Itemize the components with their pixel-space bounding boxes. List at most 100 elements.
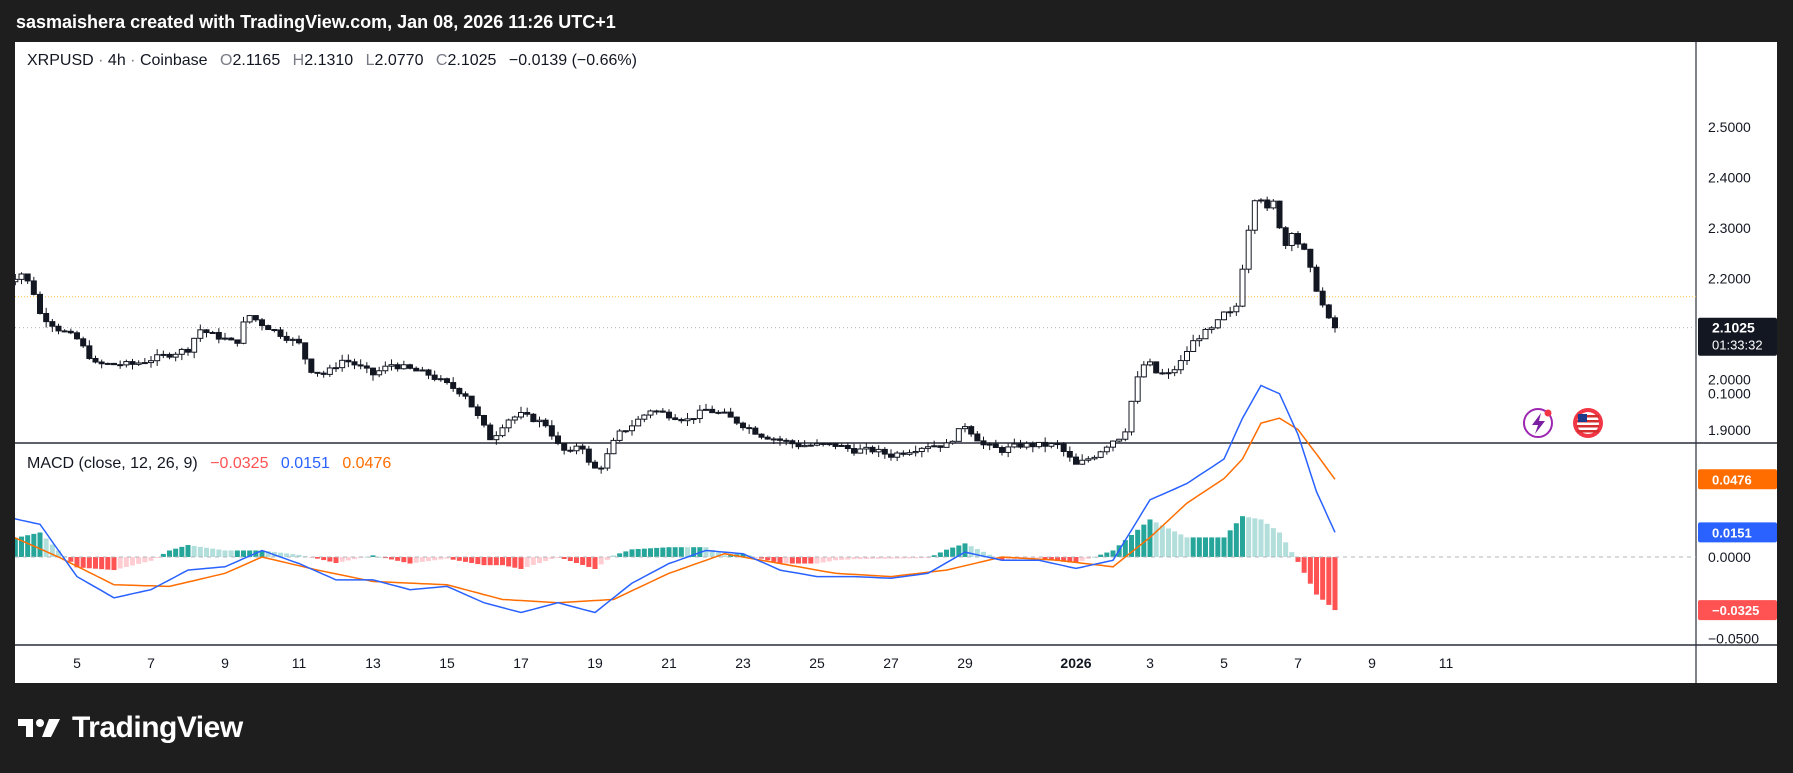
candle-body bbox=[955, 428, 962, 442]
macd-histogram-bar bbox=[370, 555, 376, 557]
macd-histogram-bar bbox=[56, 550, 61, 557]
candle-body bbox=[43, 312, 50, 323]
time-tick-label: 5 bbox=[1220, 655, 1228, 671]
candle-body bbox=[980, 440, 987, 446]
macd-histogram-bar bbox=[475, 557, 481, 565]
candle-body bbox=[1251, 200, 1258, 231]
macd-histogram-bar bbox=[1190, 537, 1196, 557]
macd-histogram-bar bbox=[234, 550, 240, 557]
macd-histogram-bar bbox=[722, 555, 727, 557]
macd-histogram-bar bbox=[185, 545, 191, 557]
macd-histogram-bar bbox=[666, 547, 672, 557]
us-flag-event-icon[interactable] bbox=[1573, 408, 1603, 438]
tradingview-logo[interactable]: TradingView bbox=[18, 708, 243, 748]
candle-body bbox=[1116, 438, 1123, 442]
macd-histogram-bar bbox=[154, 557, 160, 558]
legend-low-label: L bbox=[365, 52, 375, 69]
candle-body bbox=[209, 331, 216, 334]
macd-histogram-bar bbox=[771, 557, 777, 562]
candle-body bbox=[80, 338, 87, 347]
macd-histogram-bar bbox=[86, 557, 92, 569]
candle-body bbox=[604, 453, 611, 469]
macd-histogram-bar bbox=[833, 557, 838, 561]
macd-histogram-bar bbox=[68, 557, 74, 562]
macd-histogram-bar bbox=[160, 553, 166, 557]
time-tick-label: 27 bbox=[883, 655, 899, 671]
candle-body bbox=[1159, 372, 1166, 375]
candle-body bbox=[777, 438, 783, 441]
candle-body bbox=[135, 362, 142, 365]
macd-histogram-bar bbox=[956, 545, 962, 557]
candle-body bbox=[518, 412, 524, 418]
macd-histogram-bar bbox=[635, 549, 641, 557]
candle-body bbox=[962, 426, 968, 430]
candle-body bbox=[1190, 340, 1197, 353]
candle-body bbox=[881, 448, 888, 455]
macd-histogram-bar bbox=[111, 557, 117, 571]
macd-histogram-bar bbox=[241, 550, 246, 557]
chart-canvas[interactable]: 2.50002.40002.30002.20002.10002.00001.90… bbox=[15, 42, 1777, 683]
candle-body bbox=[370, 367, 376, 376]
macd-histogram-bar bbox=[586, 557, 592, 567]
candle-body bbox=[160, 353, 167, 356]
macd-histogram-bar bbox=[740, 553, 746, 557]
macd-histogram-bar bbox=[549, 557, 555, 559]
candle-body bbox=[339, 359, 346, 369]
tradingview-logo-text: TradingView bbox=[72, 711, 243, 744]
macd-histogram-bar bbox=[611, 555, 616, 557]
candle-body bbox=[400, 364, 407, 370]
macd-histogram-bar bbox=[247, 550, 253, 557]
candle-body bbox=[1332, 317, 1338, 329]
macd-histogram-bar bbox=[450, 557, 456, 560]
candle-body bbox=[1325, 304, 1332, 319]
candle-body bbox=[178, 348, 185, 355]
candle-body bbox=[1122, 431, 1129, 440]
candle-body bbox=[215, 331, 222, 340]
legend-symbol[interactable]: XRPUSD bbox=[27, 52, 94, 69]
candle-body bbox=[635, 418, 642, 427]
macd-histogram-bar bbox=[321, 557, 327, 561]
macd-histogram-bar bbox=[1122, 540, 1128, 557]
candle-body bbox=[795, 443, 802, 448]
legend-close-value: 2.1025 bbox=[447, 52, 497, 69]
chart-frame[interactable]: 2.50002.40002.30002.20002.10002.00001.90… bbox=[15, 42, 1777, 683]
candle-body bbox=[1005, 446, 1012, 453]
candle-body bbox=[949, 440, 956, 444]
macd-legend-macd: 0.0151 bbox=[280, 455, 330, 472]
candle-body bbox=[302, 342, 309, 360]
macd-legend-label[interactable]: MACD (close, 12, 26, 9) bbox=[27, 455, 198, 472]
legend-interval[interactable]: 4h bbox=[107, 52, 126, 69]
macd-histogram-bar bbox=[537, 557, 542, 563]
candle-body bbox=[1011, 443, 1018, 448]
macd-histogram-bar bbox=[641, 548, 647, 557]
candle-body bbox=[844, 444, 851, 450]
macd-legend-signal: 0.0476 bbox=[342, 455, 392, 472]
candle-body bbox=[1128, 400, 1135, 433]
candle-body bbox=[1029, 442, 1036, 448]
candle-body bbox=[320, 372, 327, 375]
candle-body bbox=[191, 337, 198, 353]
candle-body bbox=[709, 408, 716, 414]
lightning-event-icon[interactable] bbox=[1523, 408, 1553, 438]
candle-body bbox=[1073, 456, 1079, 465]
macd-histogram-bar bbox=[857, 557, 863, 560]
macd-histogram-bar bbox=[574, 557, 579, 563]
time-tick-label: 5 bbox=[73, 655, 81, 671]
candle-body bbox=[1233, 305, 1240, 313]
price-tick-label: 2.0000 bbox=[1708, 372, 1751, 388]
candle-body bbox=[487, 424, 494, 441]
macd-histogram-bar bbox=[913, 557, 919, 559]
macd-histogram-bar bbox=[1264, 523, 1270, 557]
time-tick-label: 11 bbox=[292, 655, 307, 671]
candle-body bbox=[246, 315, 253, 323]
price-tick-label: 2.3000 bbox=[1708, 220, 1751, 236]
candle-body bbox=[1042, 441, 1049, 447]
price-tick-label: 1.9000 bbox=[1708, 422, 1751, 438]
candle-body bbox=[1295, 233, 1301, 245]
candle-body bbox=[715, 411, 722, 414]
macd-histogram-bar bbox=[432, 557, 438, 561]
candle-body bbox=[289, 338, 296, 341]
candle-body bbox=[746, 427, 753, 430]
macd-tick-label: 0.0000 bbox=[1708, 549, 1751, 565]
candle-body bbox=[851, 448, 857, 454]
